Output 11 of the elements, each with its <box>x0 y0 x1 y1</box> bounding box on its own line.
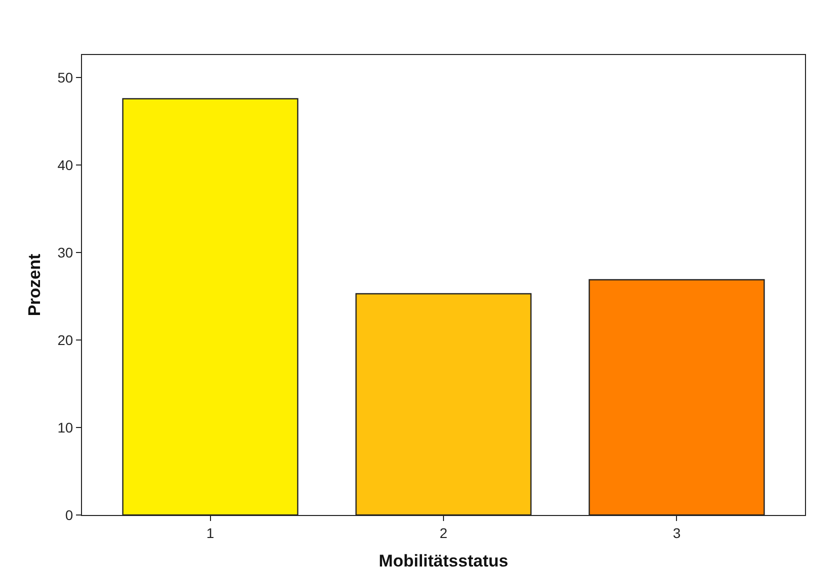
x-axis-title: Mobilitätsstatus <box>378 551 508 570</box>
x-tick-label: 1 <box>206 524 214 541</box>
y-tick-label: 0 <box>65 506 74 523</box>
y-tick-label: 30 <box>58 244 74 261</box>
x-tick-label: 3 <box>672 524 681 541</box>
x-tick-label: 2 <box>440 524 448 541</box>
y-tick-label: 40 <box>58 157 74 174</box>
y-axis-title: Prozent <box>25 253 44 316</box>
y-tick-label: 20 <box>58 332 74 348</box>
y-tick-label: 10 <box>58 419 74 436</box>
y-tick-label: 50 <box>58 70 74 86</box>
